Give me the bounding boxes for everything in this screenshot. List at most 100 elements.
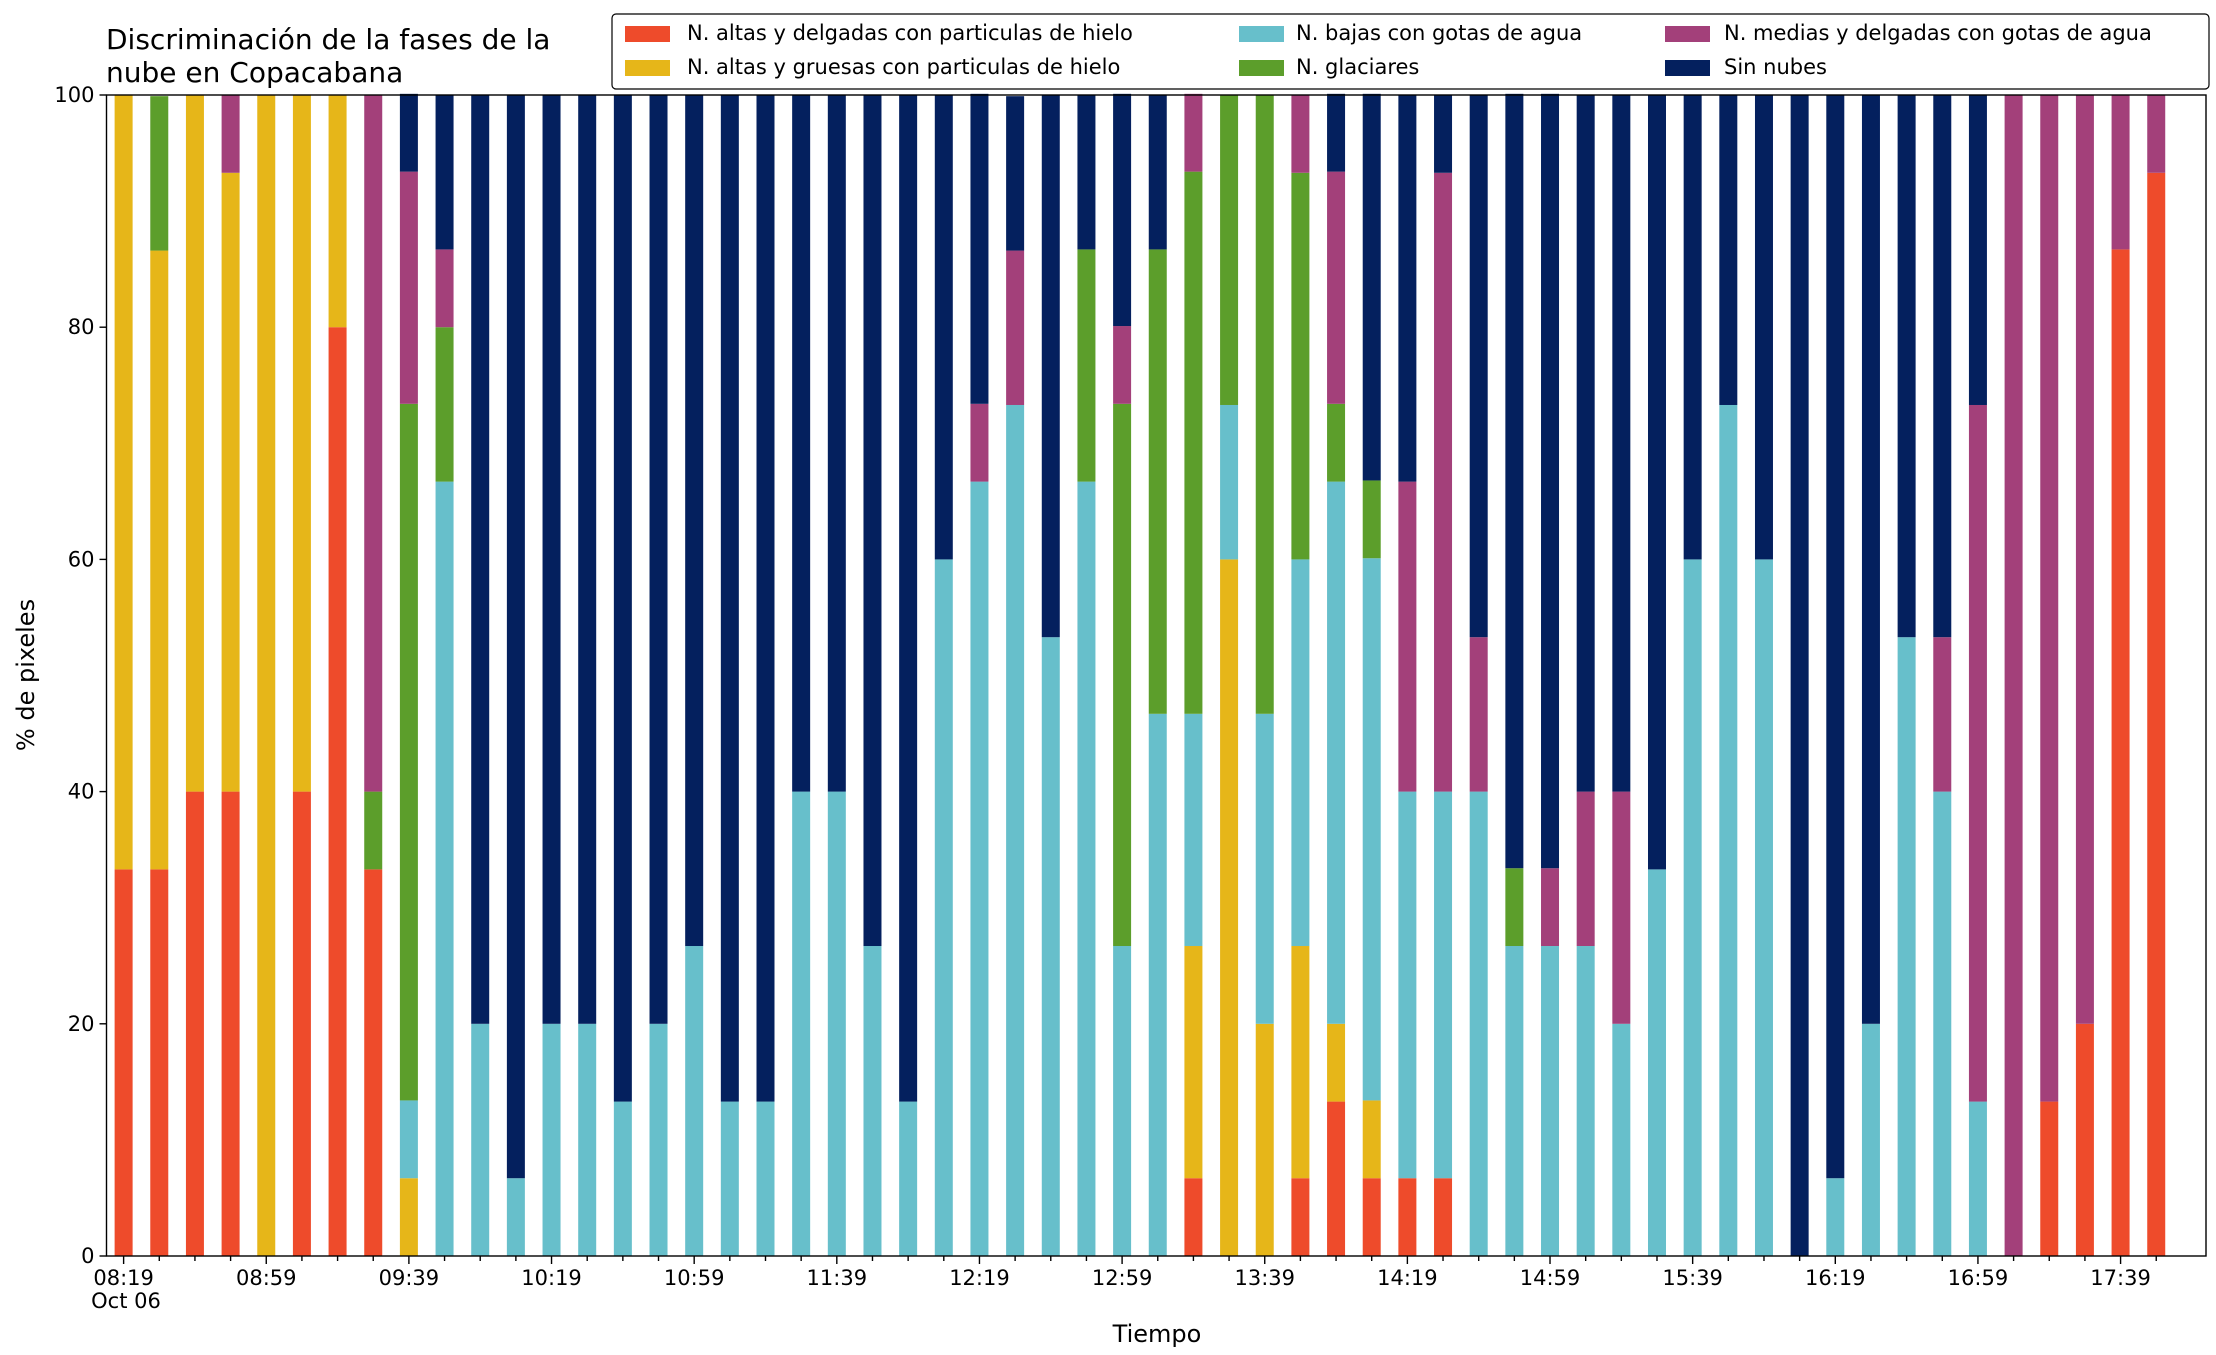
bar-segment	[1826, 95, 1845, 1179]
bar-segment	[1469, 637, 1488, 792]
bar-segment	[1861, 95, 1880, 1024]
bar-segment	[1790, 95, 1809, 1256]
bar-segment	[221, 791, 240, 1256]
bar-segment	[435, 327, 454, 482]
bar-segment	[1113, 946, 1132, 1256]
x-tick-label: 17:39	[2090, 1266, 2151, 1290]
x-tick-label: 15:39	[1662, 1266, 1723, 1290]
bar-segment	[1255, 713, 1274, 1024]
bar-segment	[1434, 1178, 1453, 1256]
bar-segment	[1291, 1178, 1310, 1256]
bar-segment	[1148, 95, 1167, 250]
x-tick-label: 08:59	[236, 1266, 297, 1290]
x-tick-label: 10:19	[521, 1266, 582, 1290]
legend: N. altas y delgadas con particulas de hi…	[611, 13, 2210, 90]
bar-segment	[1754, 95, 1773, 560]
bar-segment	[1505, 93, 1524, 869]
bar-segment	[1683, 559, 1702, 1256]
bar-segment	[1291, 95, 1310, 173]
bar-segment	[1719, 95, 1738, 405]
x-tick-label: 13:39	[1234, 1266, 1295, 1290]
bar-segment	[1612, 791, 1631, 1024]
x-tick-label: 08:19	[93, 1266, 154, 1290]
legend-swatch	[1239, 26, 1284, 42]
bar-segment	[221, 172, 240, 792]
bar-segment	[1362, 480, 1381, 559]
y-tick-label: 40	[68, 780, 95, 804]
bar-segment	[685, 95, 704, 947]
bar-segment	[1576, 946, 1595, 1256]
bar-segment	[1006, 250, 1025, 405]
bar-segment	[1327, 171, 1346, 404]
bar-segment	[1612, 95, 1631, 792]
bar-segment	[649, 95, 668, 1024]
bar-segment	[1897, 637, 1916, 1256]
y-axis-label: % de pixeles	[12, 599, 40, 751]
bar-segment	[1933, 637, 1952, 792]
bar-segment	[792, 791, 811, 1256]
bar-segment	[1327, 1101, 1346, 1256]
bar-segment	[685, 946, 704, 1256]
bar-segment	[1826, 1178, 1845, 1256]
legend-box	[611, 13, 2210, 90]
x-tick-label: 12:59	[1092, 1266, 1153, 1290]
y-tick-label: 20	[68, 1012, 95, 1036]
bar-segment	[863, 95, 882, 947]
legend-swatch	[625, 60, 670, 76]
x-tick-label: 11:39	[807, 1266, 868, 1290]
bar-segment	[2075, 1023, 2094, 1256]
bar-segment	[1541, 868, 1560, 947]
title-line: nube en Copacabana	[106, 56, 403, 89]
bar-segment	[970, 93, 989, 404]
bar-segment	[1077, 249, 1096, 482]
bar-segment	[1505, 868, 1524, 947]
bar-segment	[1113, 93, 1132, 327]
bar-segment	[1006, 96, 1025, 251]
bar-segment	[1469, 791, 1488, 1256]
bar-segment	[1148, 713, 1167, 1256]
x-axis-label: Tiempo	[1112, 1320, 1202, 1348]
bar-segment	[1683, 95, 1702, 560]
bar-segment	[2111, 95, 2130, 250]
bar-segment	[1434, 172, 1453, 792]
bar-segment	[1434, 95, 1453, 173]
bar-segment	[471, 1023, 490, 1256]
bar-segment	[756, 95, 775, 1102]
legend-label: N. bajas con gotas de agua	[1296, 21, 1582, 45]
bar-segment	[1184, 93, 1203, 172]
bar-segment	[720, 1101, 739, 1256]
bar-segment	[1220, 95, 1239, 405]
bar-segment	[1113, 326, 1132, 404]
bar-segment	[542, 95, 561, 1024]
y-tick-label: 80	[68, 315, 95, 339]
bar-segment	[399, 171, 418, 404]
bar-segment	[150, 96, 169, 251]
bar-segment	[1255, 1023, 1274, 1256]
bar-segment	[899, 1101, 918, 1256]
bar-segment	[1541, 93, 1560, 869]
bar-segment	[185, 95, 204, 792]
bar-segment	[1398, 481, 1417, 792]
bar-segment	[649, 1023, 668, 1256]
legend-label: N. altas y delgadas con particulas de hi…	[687, 21, 1133, 45]
bar-segment	[1327, 481, 1346, 1024]
chart-title: Discriminación de la fases de la nube en …	[106, 23, 550, 89]
bar-segment	[720, 95, 739, 1102]
y-tick-label: 0	[81, 1244, 94, 1268]
bar-segment	[399, 93, 418, 172]
bar-segment	[1933, 95, 1952, 638]
bar-segment	[2147, 172, 2166, 1257]
bar-segment	[1184, 713, 1203, 947]
bar-segment	[506, 95, 525, 1179]
bar-segment	[1576, 95, 1595, 792]
bar-segment	[1184, 171, 1203, 714]
bar-segment	[792, 95, 811, 792]
x-tick-label: 12:19	[949, 1266, 1010, 1290]
bar-segment	[2147, 95, 2166, 173]
bar-segment	[435, 249, 454, 328]
date-label: Oct 06	[91, 1289, 161, 1313]
y-tick-label: 100	[54, 83, 94, 107]
x-tick-label: 10:59	[664, 1266, 725, 1290]
bar-segment	[221, 95, 240, 173]
